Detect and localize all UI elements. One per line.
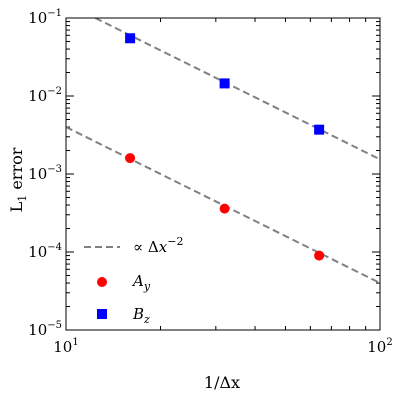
legend-bz-subscript: z — [143, 313, 150, 326]
data-point-bz — [219, 78, 230, 89]
x-tick-label-exponent: 2 — [386, 337, 392, 348]
y-axis-label-suffix: error — [7, 147, 26, 194]
x-tick-label-exponent: 1 — [72, 337, 78, 348]
y-tick-label-base: 10 — [28, 243, 47, 261]
plot-frame — [65, 17, 381, 331]
y-tick-label-base: 10 — [28, 321, 47, 339]
y-tick-label-base: 10 — [28, 165, 47, 183]
legend-reference-line-label: ∝ Δx−2 — [133, 235, 183, 256]
x-tick-label: 102 — [367, 337, 392, 356]
legend-reference-exp: −2 — [167, 235, 183, 248]
x-tick-label-base: 10 — [53, 338, 72, 356]
legend-bz-marker — [97, 309, 107, 319]
reference-line-0 — [66, 126, 380, 284]
y-axis-label-subscript: 1 — [16, 195, 29, 202]
data-point-bz — [314, 124, 325, 135]
legend-reference-var: x — [159, 238, 168, 256]
legend-bz-label: Bz — [132, 305, 150, 326]
data-point-ay — [314, 250, 325, 261]
legend-ay-subscript: y — [143, 280, 151, 293]
legend: ∝ Δx−2 Ay Bz — [84, 235, 183, 326]
y-tick-label: 10−1 — [28, 8, 62, 27]
y-tick-label-exponent: −3 — [47, 164, 62, 175]
data-point-bz — [125, 33, 136, 44]
legend-ay-name: A — [131, 272, 144, 290]
y-tick-label: 10−4 — [28, 242, 62, 261]
y-tick-label: 10−3 — [28, 164, 62, 183]
y-tick-label-exponent: −4 — [47, 242, 62, 253]
y-tick-label-exponent: −5 — [47, 320, 62, 331]
y-tick-label-exponent: −1 — [47, 8, 62, 19]
y-tick-label: 10−5 — [28, 320, 62, 339]
reference-line-1 — [94, 18, 380, 161]
data-point-ay — [125, 153, 136, 164]
y-tick-label-exponent: −2 — [47, 86, 62, 97]
x-axis-label: 1/Δx — [204, 373, 240, 392]
legend-ay-marker — [97, 277, 107, 287]
legend-ay-label: Ay — [131, 272, 151, 293]
data-point-ay — [219, 203, 230, 214]
legend-reference-prefix: ∝ Δ — [133, 238, 159, 256]
legend-bz-name: B — [132, 305, 144, 323]
y-tick-label: 10−2 — [28, 86, 62, 105]
y-axis-label: L1 error — [7, 147, 29, 212]
x-tick-label-base: 10 — [367, 338, 386, 356]
x-tick-label: 101 — [53, 337, 78, 356]
y-tick-label-base: 10 — [28, 9, 47, 27]
y-tick-label-base: 10 — [28, 87, 47, 105]
y-axis-label-main: L — [7, 201, 26, 212]
